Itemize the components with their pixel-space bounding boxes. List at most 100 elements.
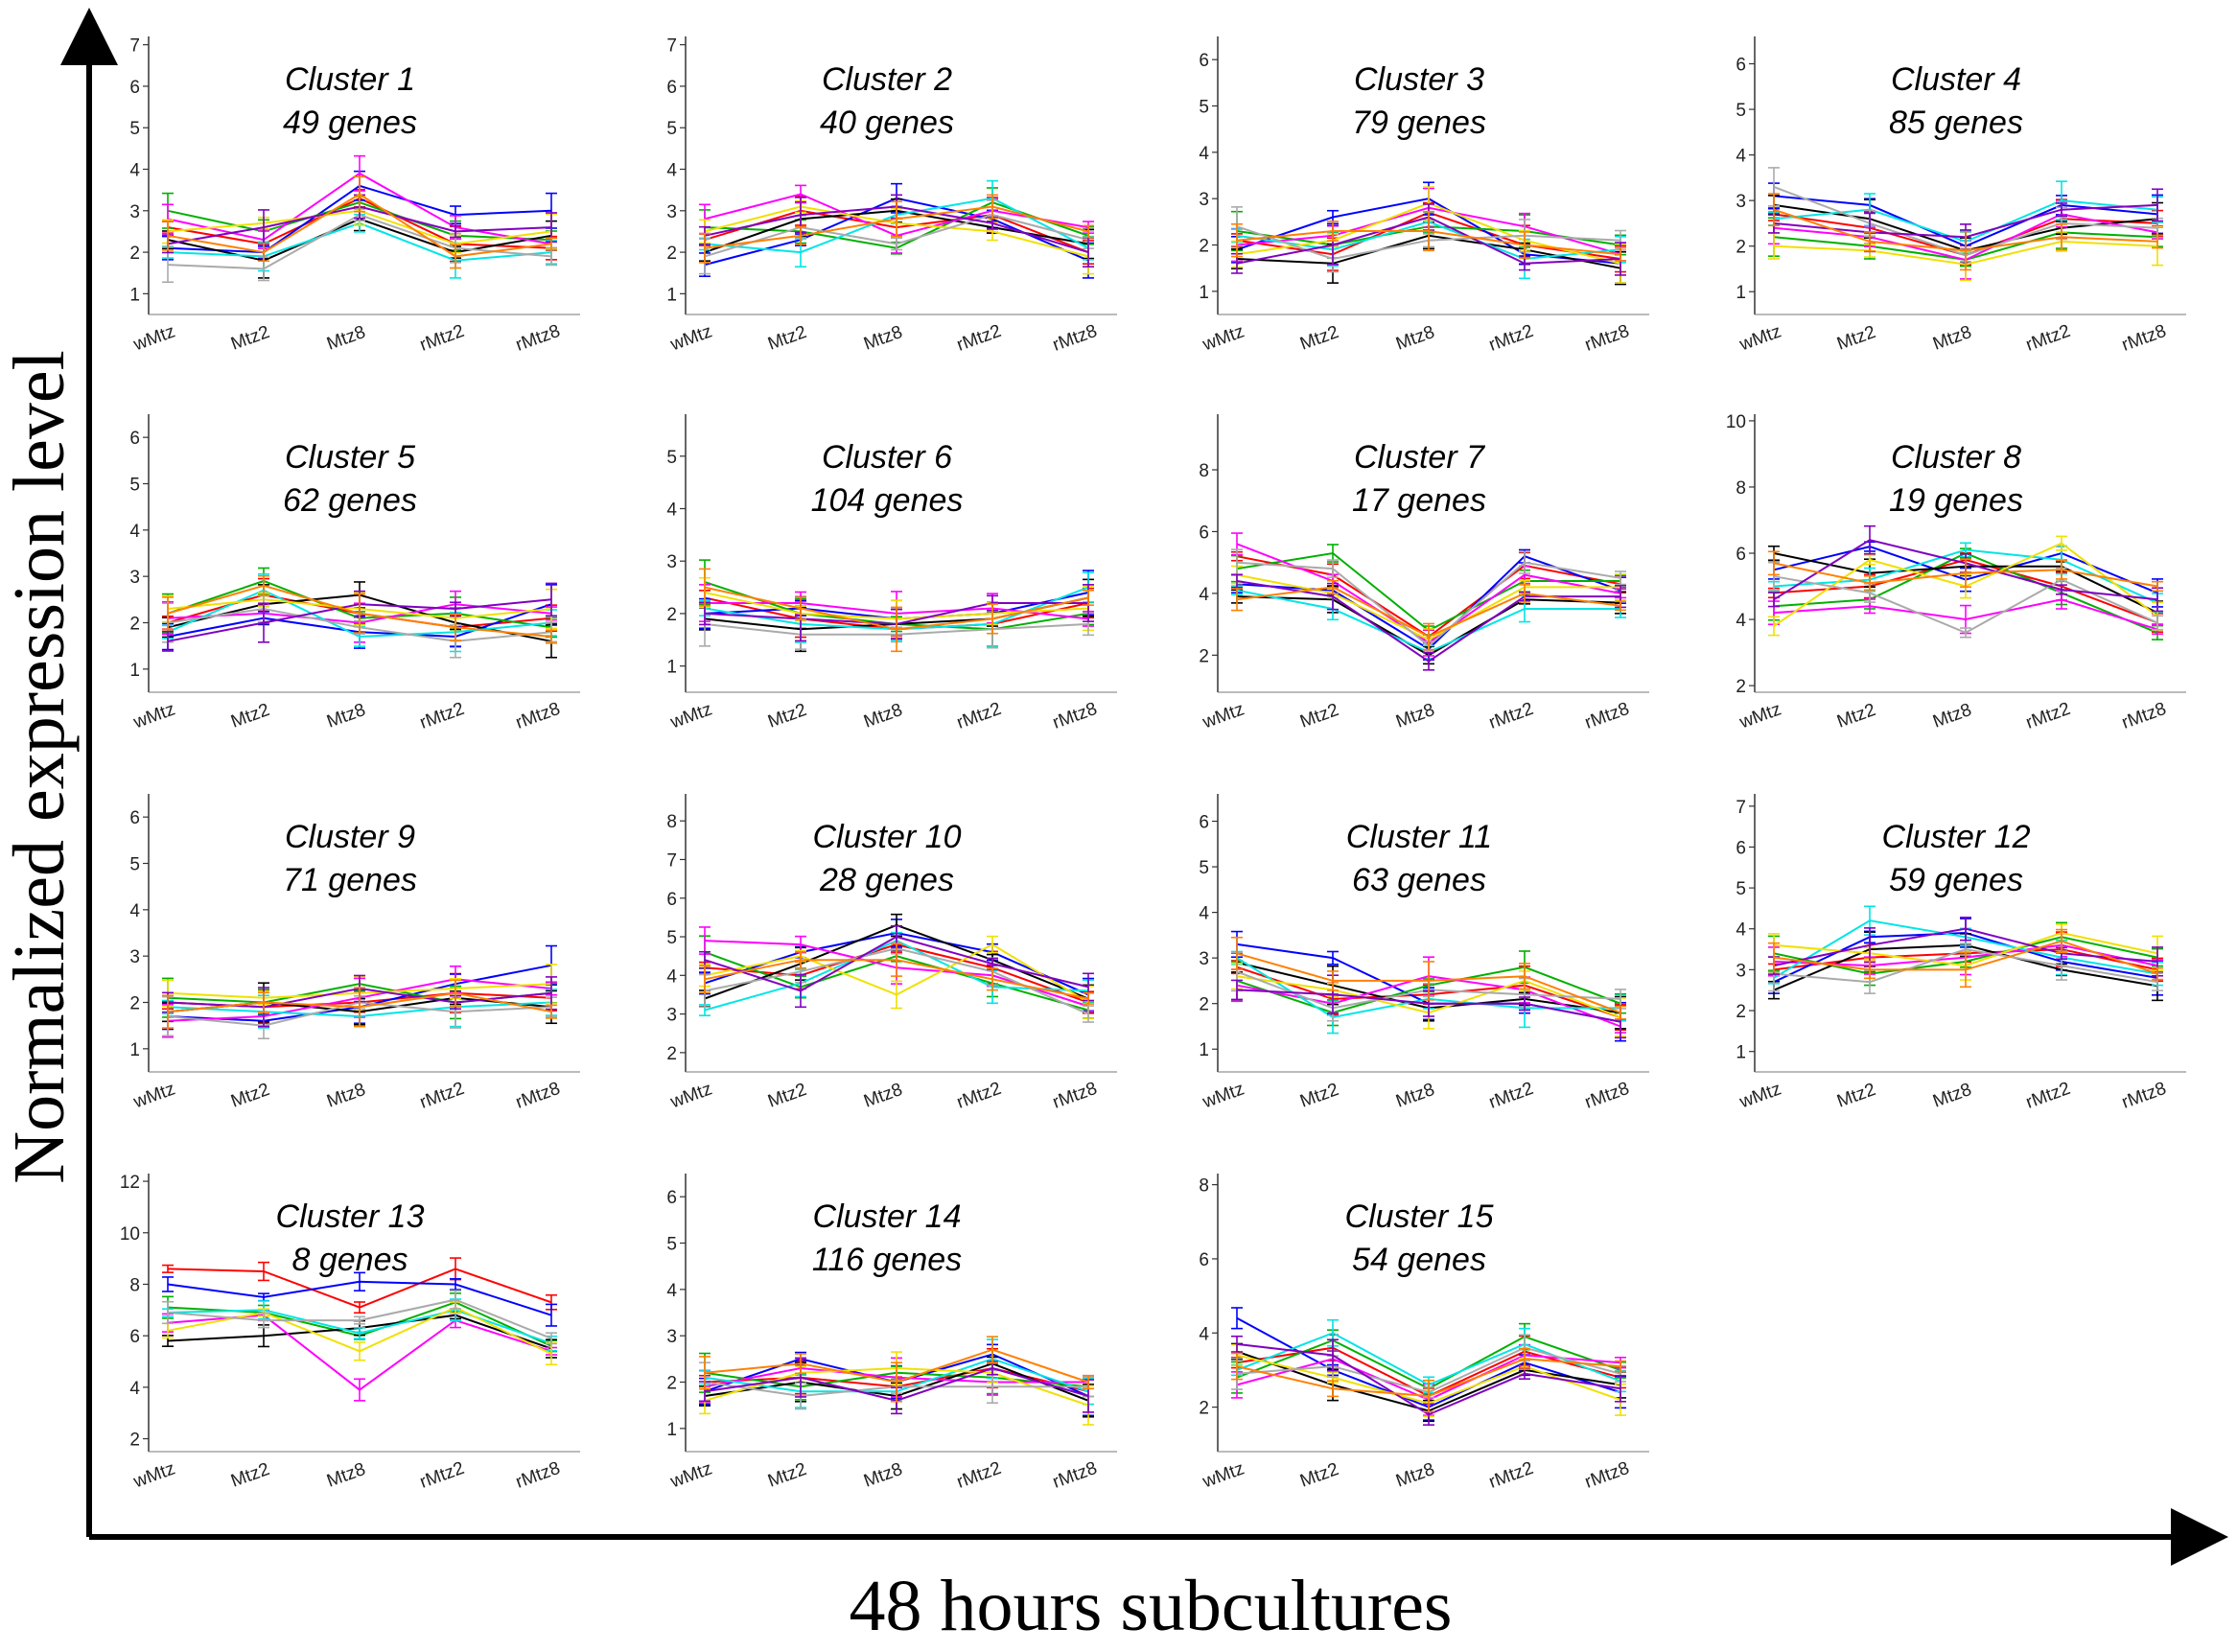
y-tick-label: 2 — [666, 605, 677, 625]
y-tick-label: 3 — [666, 1006, 677, 1026]
x-tick-label: Mtz8 — [861, 1459, 905, 1492]
y-tick-label: 4 — [129, 901, 140, 921]
panel-gene-count: 49 genes — [283, 105, 417, 141]
x-tick-label: rMtz8 — [1050, 1079, 1100, 1113]
y-tick-label: 2 — [1736, 677, 1746, 697]
x-tick-label: rMtz8 — [513, 699, 563, 733]
y-tick-label: 5 — [129, 855, 140, 875]
y-tick-label: 6 — [1199, 51, 1209, 71]
panel-gene-count: 17 genes — [1352, 482, 1486, 519]
y-tick-label: 6 — [666, 890, 677, 910]
y-tick-label: 3 — [129, 947, 140, 967]
panel-title: Cluster 5 — [285, 439, 415, 476]
figure-x-axis-label: 48 hours subcultures — [849, 1566, 1452, 1646]
x-tick-label: Mtz8 — [324, 1080, 368, 1112]
y-tick-label: 3 — [1736, 961, 1746, 981]
y-tick-label: 6 — [1199, 523, 1209, 543]
x-tick-label: rMtz8 — [513, 321, 563, 356]
x-tick-label: rMtz8 — [1582, 699, 1632, 733]
x-tick-label: rMtz8 — [1050, 699, 1100, 733]
y-tick-label: 6 — [1736, 838, 1746, 858]
y-tick-label: 7 — [1736, 798, 1746, 818]
x-tick-label: rMtz8 — [2119, 699, 2169, 733]
x-tick-label: Mtz2 — [1297, 1459, 1341, 1492]
x-tick-label: Mtz2 — [1834, 322, 1878, 355]
x-tick-label: Mtz2 — [1297, 322, 1341, 355]
y-tick-label: 3 — [1199, 190, 1209, 210]
x-tick-label: Mtz2 — [765, 322, 809, 355]
panel-gene-count: 8 genes — [292, 1242, 408, 1278]
x-tick-label: wMtz — [130, 1079, 178, 1112]
y-tick-label: 6 — [1199, 1250, 1209, 1270]
y-tick-label: 7 — [666, 36, 677, 57]
x-tick-label: Mtz8 — [1393, 1459, 1437, 1492]
y-tick-label: 2 — [129, 244, 140, 264]
panel-cluster-6: 1 2 3 4 5 wMtz Mtz2 Mtz8 rMtz2 rMtz8 Cluster 6 104 … — [666, 414, 1117, 733]
y-tick-label: 2 — [666, 1374, 677, 1394]
panel-cluster-5: 1 2 3 4 5 6 wMtz Mtz2 Mtz8 rMtz2 rMtz8 Cluster 5 62 … — [129, 414, 580, 733]
y-tick-label: 6 — [129, 808, 140, 828]
panel-title: Cluster 3 — [1354, 61, 1484, 98]
panel-title: Cluster 4 — [1891, 61, 2021, 98]
y-tick-label: 8 — [1199, 461, 1209, 481]
panel-title: Cluster 12 — [1882, 819, 2031, 855]
x-tick-label: wMtz — [667, 321, 715, 355]
y-tick-label: 4 — [1199, 585, 1209, 605]
y-tick-label: 6 — [129, 429, 140, 449]
y-tick-label: 10 — [1726, 412, 1746, 432]
y-tick-label: 7 — [666, 850, 677, 871]
y-tick-label: 6 — [666, 1188, 677, 1208]
y-tick-label: 4 — [1736, 611, 1746, 631]
y-tick-label: 4 — [129, 161, 140, 181]
y-tick-label: 2 — [1199, 1399, 1209, 1419]
x-tick-label: Mtz8 — [1393, 322, 1437, 355]
x-tick-label: wMtz — [1736, 321, 1784, 355]
y-tick-label: 3 — [1199, 949, 1209, 969]
x-tick-label: Mtz2 — [765, 1459, 809, 1492]
panel-cluster-14: 1 2 3 4 5 6 wMtz Mtz2 Mtz8 rMtz2 rMtz8 Cluster 14 11… — [666, 1174, 1117, 1493]
y-tick-label: 4 — [666, 161, 677, 181]
y-tick-label: 1 — [666, 658, 677, 678]
y-tick-label: 4 — [1736, 147, 1746, 167]
x-tick-label: Mtz2 — [1297, 1080, 1341, 1112]
x-tick-label: wMtz — [667, 699, 715, 733]
x-tick-label: rMtz2 — [417, 699, 467, 733]
y-tick-label: 1 — [129, 661, 140, 681]
x-tick-label: rMtz8 — [1582, 1458, 1632, 1493]
y-tick-label: 3 — [666, 1327, 677, 1347]
panel-gene-count: 104 genes — [811, 482, 964, 519]
x-tick-label: Mtz8 — [861, 322, 905, 355]
y-tick-label: 1 — [666, 1420, 677, 1440]
panel-cluster-2: 1 2 3 4 5 6 7 wMtz Mtz2 Mtz8 rMtz2 rMtz8 Cluster 2 40… — [666, 36, 1117, 356]
y-tick-label: 4 — [1199, 1324, 1209, 1344]
panel-title: Cluster 2 — [822, 61, 952, 98]
panel-cluster-10: 2 3 4 5 6 7 8 wMtz Mtz2 Mtz8 rMtz2 rMtz8 Cluster 10 2… — [666, 794, 1117, 1113]
x-tick-label: Mtz8 — [1930, 700, 1974, 733]
x-tick-label: wMtz — [1736, 699, 1784, 733]
x-tick-label: wMtz — [130, 1458, 178, 1492]
x-tick-label: rMtz8 — [1050, 1458, 1100, 1493]
x-tick-label: rMtz8 — [1582, 321, 1632, 356]
x-tick-label: Mtz2 — [765, 1080, 809, 1112]
y-tick-label: 5 — [666, 1235, 677, 1255]
panel-gene-count: 116 genes — [812, 1242, 962, 1278]
panel-title: Cluster 1 — [285, 61, 415, 98]
x-tick-label: Mtz8 — [324, 1459, 368, 1492]
x-tick-label: rMtz2 — [417, 1079, 467, 1113]
x-tick-label: Mtz8 — [1393, 1080, 1437, 1112]
panel-gene-count: 63 genes — [1352, 862, 1486, 898]
y-tick-label: 4 — [1736, 920, 1746, 941]
y-tick-label: 3 — [129, 568, 140, 588]
y-tick-label: 5 — [666, 119, 677, 139]
y-tick-label: 1 — [666, 285, 677, 305]
x-tick-label: rMtz8 — [2119, 321, 2169, 356]
y-tick-label: 4 — [129, 522, 140, 542]
x-tick-label: wMtz — [1200, 1458, 1247, 1492]
y-tick-label: 4 — [1199, 144, 1209, 164]
panel-cluster-4: 1 2 3 4 5 6 wMtz Mtz2 Mtz8 rMtz2 rMtz8 Cluster 4 85 … — [1736, 36, 2186, 356]
x-tick-label: Mtz8 — [1930, 1080, 1974, 1112]
x-tick-label: Mtz2 — [1834, 1080, 1878, 1112]
x-tick-label: Mtz2 — [765, 700, 809, 733]
y-tick-label: 1 — [129, 285, 140, 305]
y-tick-label: 3 — [1736, 192, 1746, 212]
